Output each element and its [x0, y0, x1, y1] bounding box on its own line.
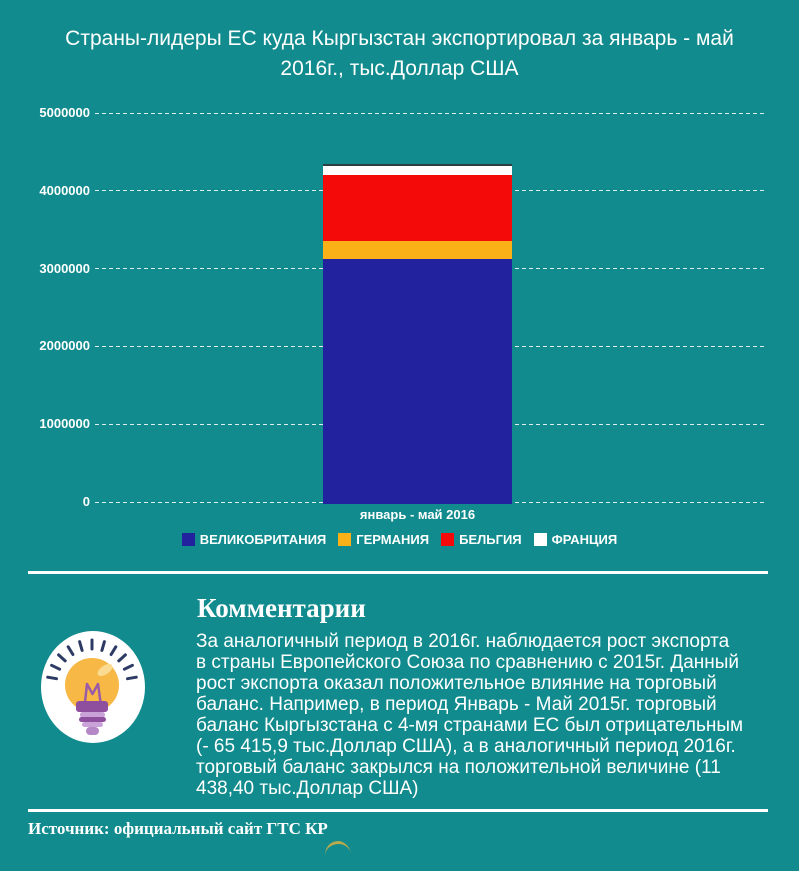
- cutoff-decoration: [323, 839, 353, 871]
- bulb-ray: [117, 653, 127, 663]
- bulb-ray: [46, 675, 58, 681]
- bar-top-line: [323, 163, 512, 166]
- bulb-ray: [126, 675, 138, 681]
- divider-line-top: [28, 571, 768, 574]
- lightbulb-icon: [41, 631, 145, 743]
- comments-text: За аналогичный период в 2016г. наблюдает…: [196, 631, 744, 799]
- legend-swatch: [441, 533, 455, 546]
- legend-swatch: [181, 533, 195, 546]
- legend-swatch: [338, 533, 352, 546]
- bar-segment: [323, 165, 512, 175]
- bar-segment: [323, 258, 512, 504]
- legend-item: ВЕЛИКОБРИТАНИЯ: [181, 532, 327, 547]
- bulb-ray: [78, 640, 84, 652]
- legend-label: ВЕЛИКОБРИТАНИЯ: [199, 532, 327, 547]
- source-text: Источник: официальный сайт ГТС КР: [28, 819, 328, 838]
- legend-label: ФРАНЦИЯ: [551, 532, 618, 547]
- comments-heading: Комментарии: [197, 593, 366, 623]
- gridline: [95, 112, 765, 114]
- y-axis-tick-label: 2000000: [39, 338, 90, 354]
- bar-segment: [323, 174, 512, 242]
- y-axis-tick-label: 4000000: [39, 182, 90, 198]
- legend-swatch: [533, 533, 547, 546]
- divider-line-bottom: [28, 809, 768, 812]
- chart-title: Страны-лидеры ЕС куда Кыргызстан экспорт…: [65, 27, 734, 80]
- x-axis-category-label: январь - май 2016: [359, 507, 476, 522]
- stacked-bar: [323, 163, 512, 504]
- chart-plot-area: 5000000 4000000 3000000 2000000 1000000 0: [0, 105, 799, 509]
- y-axis-tick-label: 5000000: [39, 105, 90, 120]
- legend-label: БЕЛЬГИЯ: [459, 532, 522, 547]
- bulb-ray: [50, 663, 62, 671]
- legend-item: ФРАНЦИЯ: [533, 532, 618, 547]
- bulb-ray: [100, 640, 106, 652]
- y-axis-tick-label: 0: [82, 494, 90, 509]
- chart-legend: ВЕЛИКОБРИТАНИЯ ГЕРМАНИЯ БЕЛЬГИЯ ФРАНЦИЯ: [0, 532, 799, 547]
- y-axis-tick-label: 3000000: [39, 260, 90, 276]
- legend-label: ГЕРМАНИЯ: [356, 532, 430, 547]
- bulb-ray: [122, 663, 134, 671]
- bar-segment: [323, 241, 512, 259]
- bulb-ray: [109, 645, 118, 656]
- legend-item: БЕЛЬГИЯ: [441, 532, 522, 547]
- y-axis-tick-label: 1000000: [39, 416, 90, 432]
- legend-item: ГЕРМАНИЯ: [338, 532, 429, 547]
- bulb-ray: [57, 653, 67, 663]
- bulb-ray: [66, 645, 75, 656]
- infographic-canvas: Страны-лидеры ЕС куда Кыргызстан экспорт…: [0, 27, 799, 871]
